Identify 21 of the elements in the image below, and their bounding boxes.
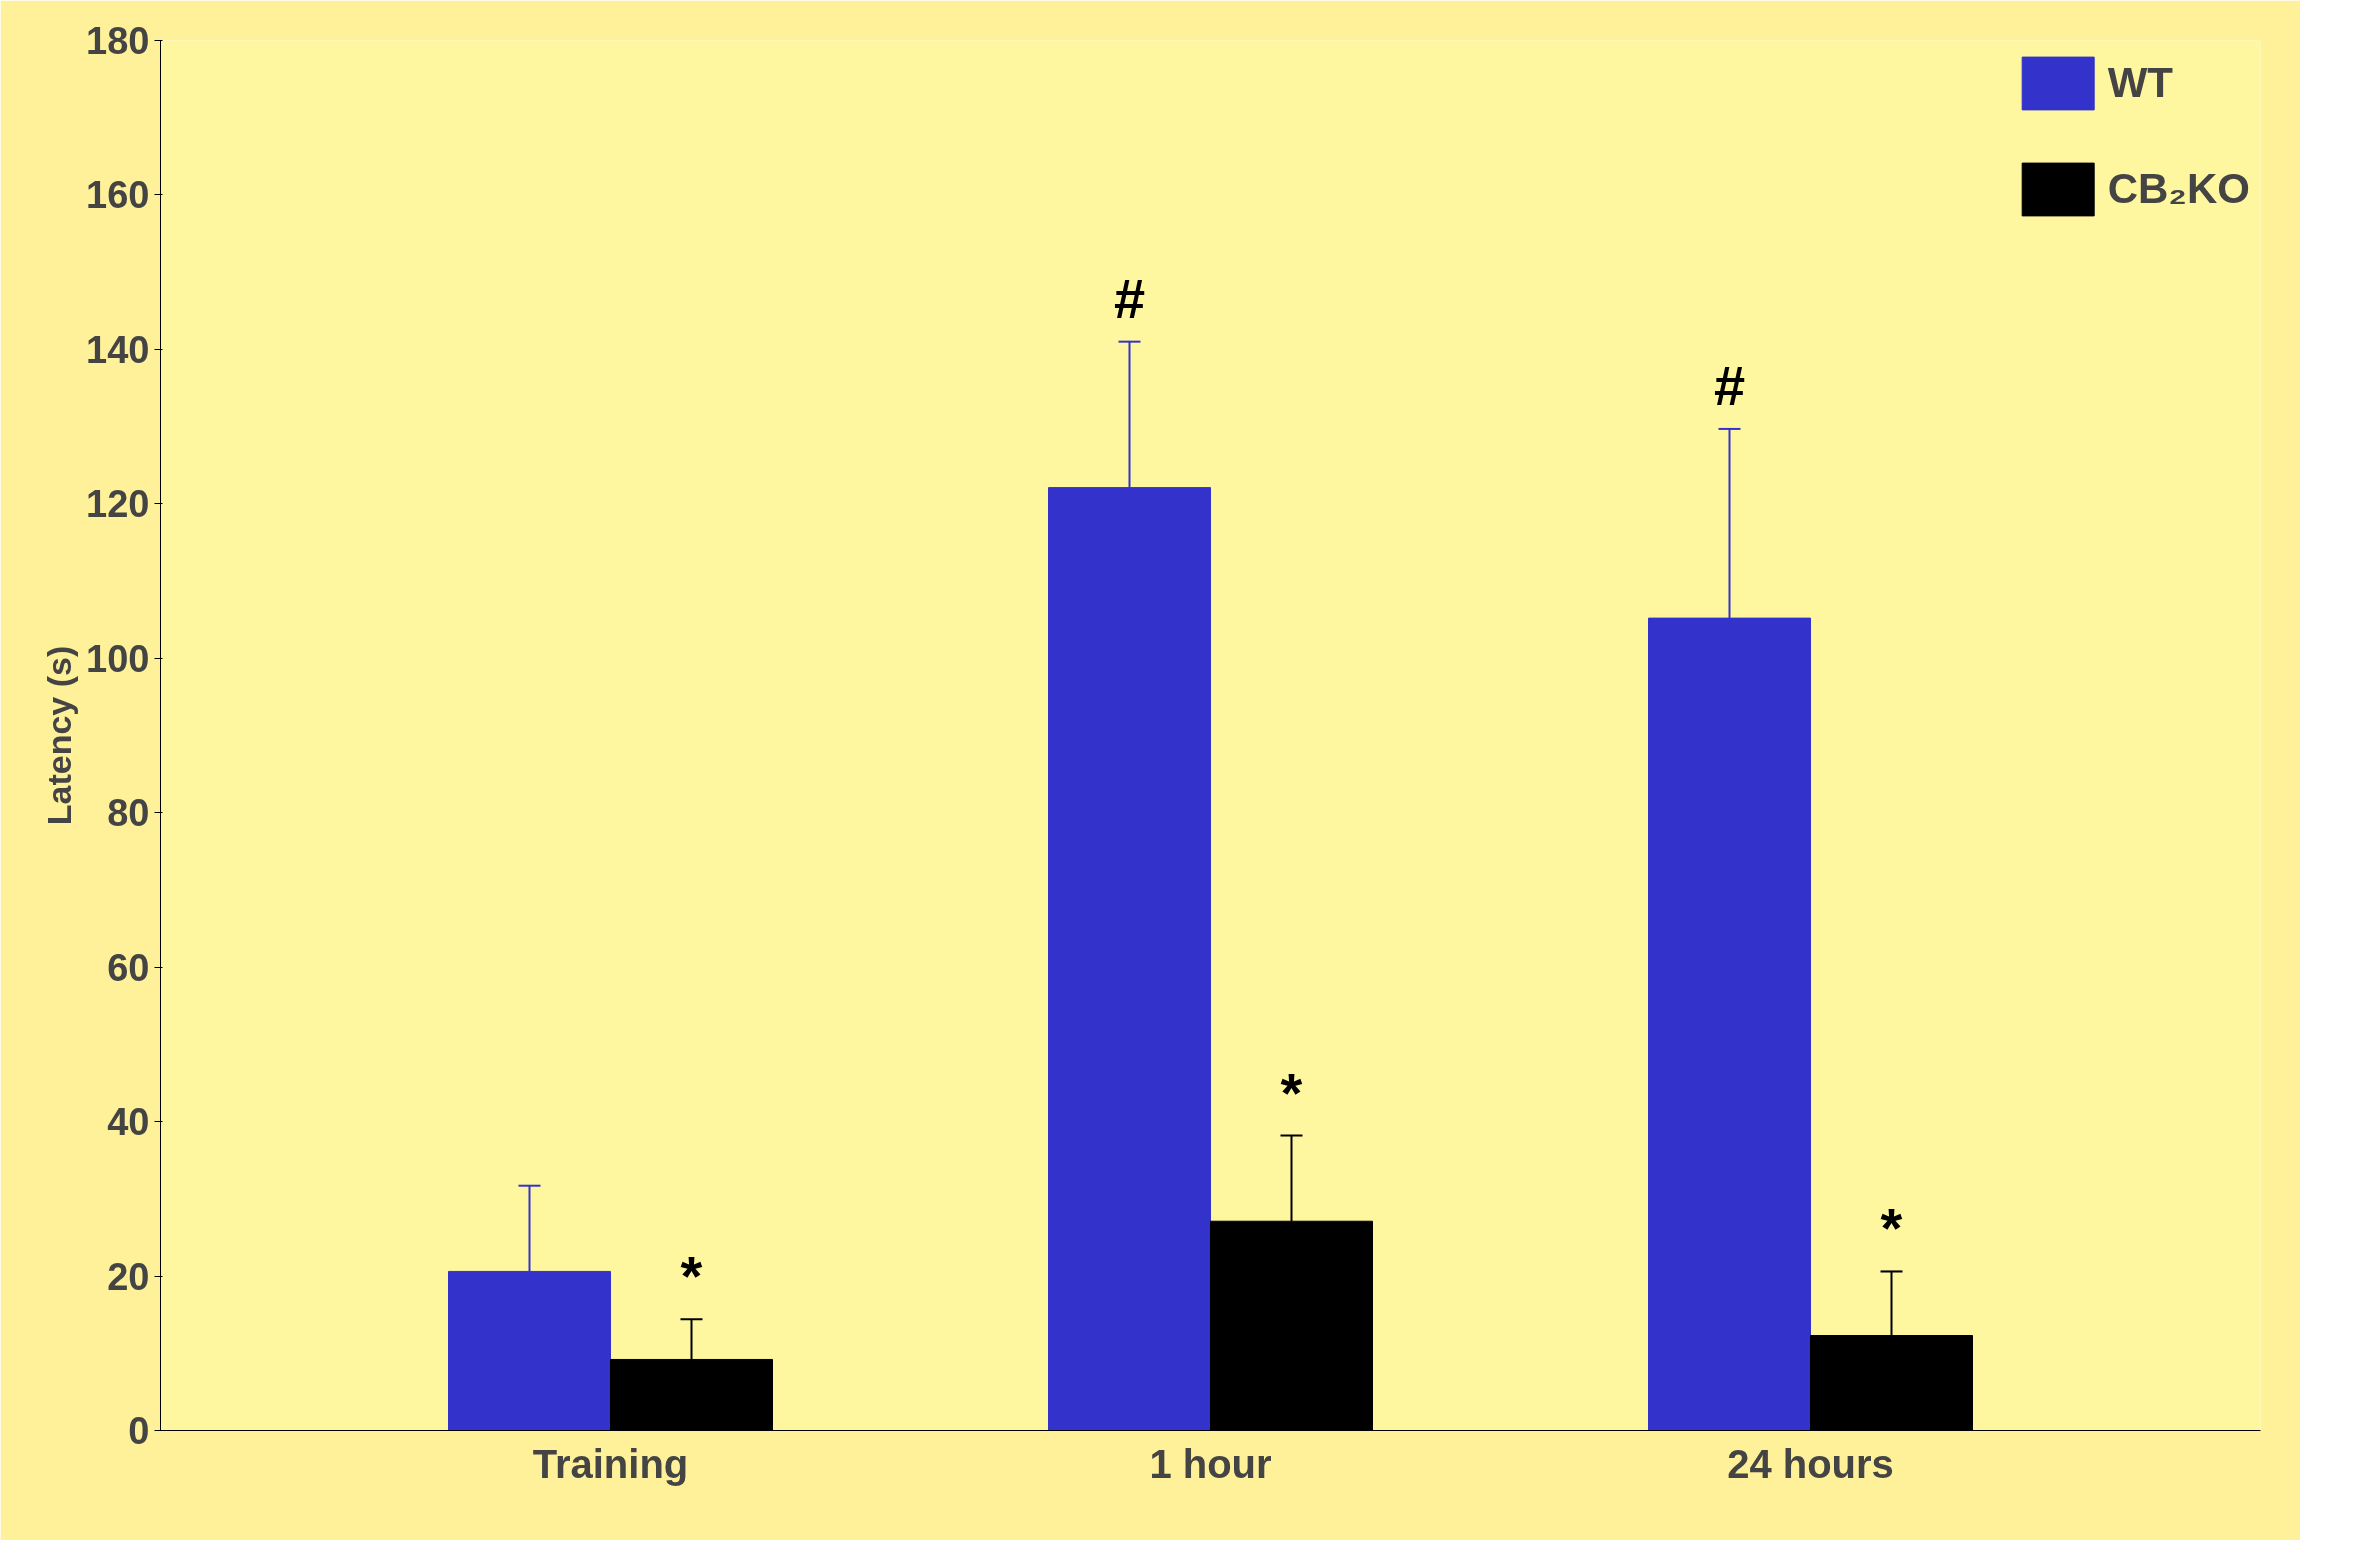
y-tick-label: 80 xyxy=(107,792,150,835)
legend-label: CB₂KO xyxy=(2107,165,2250,213)
y-axis-title: Latency (s) xyxy=(40,645,79,826)
y-tick-label: 0 xyxy=(128,1410,150,1452)
x-tick-label: 1 hour xyxy=(1149,1441,1272,1486)
annotation: # xyxy=(1113,266,1146,330)
x-tick-label: Training xyxy=(532,1441,689,1486)
legend-label: WT xyxy=(2107,59,2173,107)
y-tick-label: 60 xyxy=(107,946,150,989)
annotation: * xyxy=(680,1244,703,1308)
annotation: # xyxy=(1713,353,1746,417)
y-tick-label: 100 xyxy=(86,637,150,680)
y-tick-label: 120 xyxy=(86,483,150,526)
y-tick-label: 20 xyxy=(107,1255,150,1298)
annotation: * xyxy=(1280,1060,1303,1124)
y-tick-label: 160 xyxy=(86,174,150,217)
y-tick-label: 180 xyxy=(86,20,150,62)
y-tick-label: 40 xyxy=(107,1101,150,1144)
annotation: * xyxy=(1880,1196,1903,1260)
x-tick-label: 24 hours xyxy=(1727,1441,1894,1486)
y-tick-label: 140 xyxy=(86,328,150,371)
